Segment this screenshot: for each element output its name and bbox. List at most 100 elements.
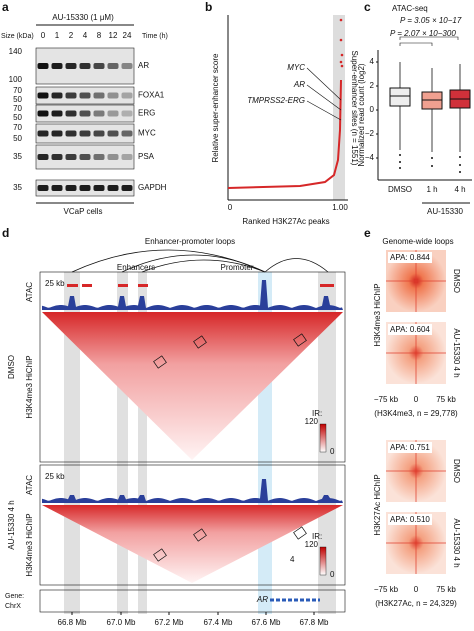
x-tick: 67.0 Mb bbox=[107, 618, 136, 627]
apa-bg bbox=[388, 252, 432, 263]
footnote: (H3K27Ac, n = 24,329) bbox=[375, 599, 457, 608]
size-marker: 140 bbox=[9, 47, 23, 56]
band bbox=[93, 130, 105, 137]
panel-label: b bbox=[205, 0, 212, 14]
atac bbox=[42, 280, 343, 310]
loop-box bbox=[193, 528, 207, 542]
hichip-label: H3K4me3 HiChIP bbox=[25, 355, 34, 418]
ir-label: IR: bbox=[312, 532, 322, 541]
promoter: Promoter bbox=[221, 263, 254, 272]
band bbox=[93, 154, 105, 160]
condition: AU-15330 4 h bbox=[7, 500, 16, 549]
curve bbox=[227, 79, 342, 189]
band bbox=[107, 63, 119, 69]
title: ATAC-seq bbox=[392, 4, 428, 13]
band bbox=[37, 92, 49, 99]
blot-label: ERG bbox=[138, 109, 155, 118]
group: DMSO bbox=[388, 185, 412, 194]
band bbox=[65, 110, 77, 117]
size-marker: 70 bbox=[13, 104, 22, 113]
dots bbox=[339, 18, 344, 68]
frame bbox=[39, 464, 346, 586]
title: Genome-wide loops bbox=[382, 237, 453, 246]
note: 4 bbox=[290, 555, 295, 564]
band bbox=[51, 110, 63, 117]
ir-max: 120 bbox=[305, 540, 319, 549]
band bbox=[37, 130, 49, 137]
apa-bg bbox=[388, 442, 432, 453]
band bbox=[93, 63, 105, 69]
blot-label: GAPDH bbox=[138, 183, 167, 192]
ir-label: IR: bbox=[312, 409, 322, 418]
peak-bar bbox=[67, 284, 78, 287]
ir-min: 0 bbox=[330, 570, 335, 579]
size-marker: 70 bbox=[13, 123, 22, 132]
gene: AR bbox=[293, 80, 305, 89]
hichip-label: H3K4me3 HiChIP bbox=[25, 513, 34, 576]
x-tick: 66.8 Mb bbox=[58, 618, 87, 627]
band bbox=[93, 92, 105, 99]
band bbox=[65, 185, 77, 191]
ir-scale bbox=[319, 546, 327, 576]
x-tick: −75 kb bbox=[374, 395, 399, 404]
peak-bar bbox=[82, 284, 92, 287]
condition: DMSO bbox=[7, 355, 16, 379]
scale: 25 kb bbox=[45, 279, 65, 288]
x-tick: 0 bbox=[414, 585, 419, 594]
apa: APA: 0.844 bbox=[390, 253, 430, 262]
x-tick: 0 bbox=[414, 395, 419, 404]
apa-bg bbox=[388, 514, 432, 525]
apa-groups: H3K4me3 HiChIP APA: 0.844 DMSO APA: 0.604 AU… bbox=[373, 250, 461, 608]
band bbox=[107, 92, 119, 99]
time-point: 12 bbox=[109, 31, 118, 40]
sig-brackets bbox=[399, 36, 459, 46]
x-tick: 75 kb bbox=[436, 585, 456, 594]
y-tick: 4 bbox=[370, 57, 375, 66]
band bbox=[51, 154, 63, 160]
time-point: 24 bbox=[123, 31, 132, 40]
leaders bbox=[306, 67, 342, 121]
time-point: 0 bbox=[41, 31, 46, 40]
blot-label: PSA bbox=[138, 152, 155, 161]
band bbox=[37, 63, 49, 69]
x-tick: 0 bbox=[228, 203, 233, 212]
x-tick: 67.8 Mb bbox=[300, 618, 329, 627]
hichip-label: H3K27Ac HiChIP bbox=[373, 474, 382, 535]
footnote: (H3K4me3, n = 29,778) bbox=[374, 409, 458, 418]
gene: AR bbox=[256, 595, 268, 604]
band bbox=[121, 130, 133, 137]
band bbox=[79, 110, 91, 117]
band bbox=[93, 185, 105, 191]
p-value: P = 3.05 × 10−17 bbox=[400, 16, 462, 25]
size-marker: 50 bbox=[13, 95, 22, 104]
y-tick: 2 bbox=[370, 81, 375, 90]
time-point: 8 bbox=[97, 31, 102, 40]
apa: APA: 0.751 bbox=[390, 443, 430, 452]
enhancer-bands bbox=[64, 272, 336, 614]
blot-label: FOXA1 bbox=[138, 91, 165, 100]
band bbox=[65, 154, 77, 160]
x-tick: −75 kb bbox=[374, 585, 399, 594]
treatment: AU-15330 (1 μM) bbox=[52, 13, 114, 22]
band bbox=[79, 63, 91, 69]
boxes bbox=[389, 62, 471, 173]
time-point: 4 bbox=[83, 31, 88, 40]
frame bbox=[39, 271, 346, 463]
loop-box bbox=[153, 548, 167, 562]
condition: DMSO bbox=[452, 269, 461, 293]
panel-label: e bbox=[364, 226, 371, 240]
band bbox=[65, 92, 77, 99]
size-marker: 100 bbox=[9, 75, 23, 84]
loop-box bbox=[153, 355, 167, 369]
y-tick: −2 bbox=[365, 129, 375, 138]
enhancers: Enhancers bbox=[117, 263, 155, 272]
band bbox=[51, 92, 63, 99]
band bbox=[107, 185, 119, 191]
blot-label: AR bbox=[138, 61, 149, 70]
apa: APA: 0.604 bbox=[390, 325, 430, 334]
panel-label: a bbox=[2, 0, 9, 14]
loop-box bbox=[293, 333, 307, 347]
x-tick: 67.2 Mb bbox=[155, 618, 184, 627]
band bbox=[79, 92, 91, 99]
condition: AU-15330 4 h bbox=[452, 518, 461, 567]
